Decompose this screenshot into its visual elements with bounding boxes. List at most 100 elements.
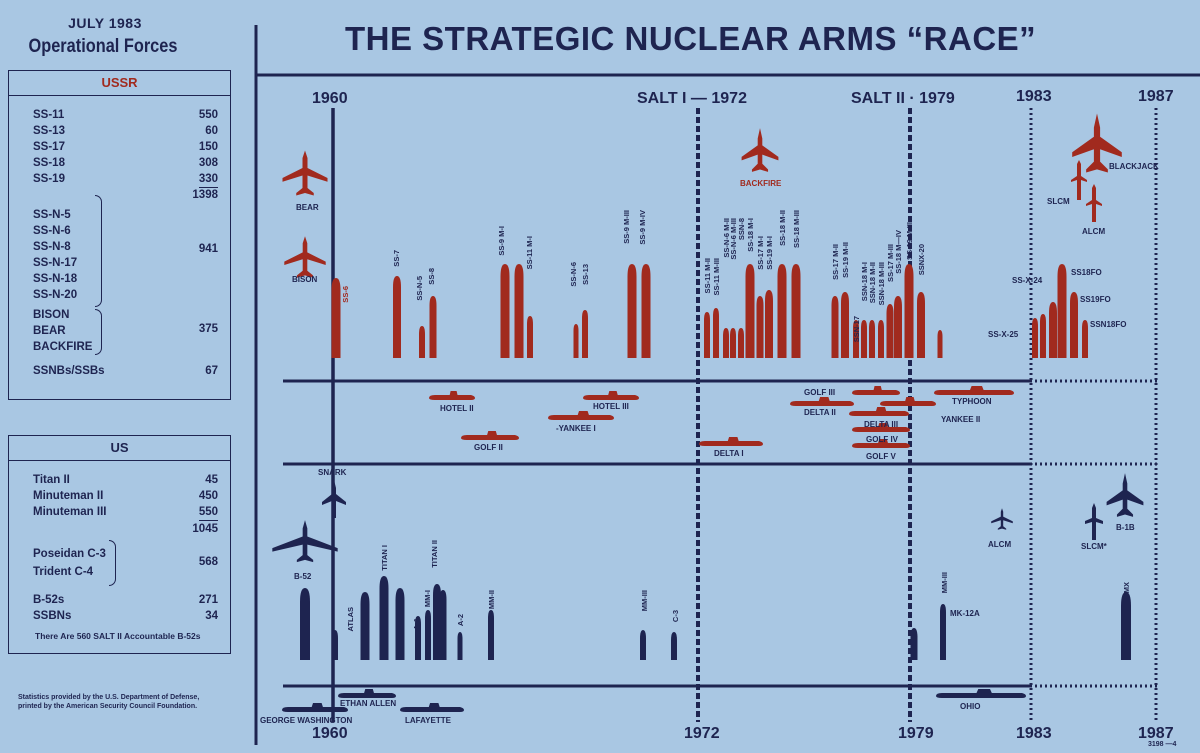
year-1960-bottom: 1960	[312, 725, 348, 742]
ussr-1979-missile	[878, 320, 884, 358]
us-missile-group	[300, 576, 1131, 660]
ussr-forces-box: USSR SS-11 550 SS-13 60 SS-17 150 SS-18 308 …	[8, 70, 231, 400]
ussr-missile-group	[331, 264, 1088, 358]
mk12a-label: MK-12A	[950, 609, 980, 618]
ussr-1972-missile-label: SS-19 M-I	[765, 236, 774, 270]
ussr-future-missile	[1057, 264, 1067, 358]
ussr-future-missile	[1032, 318, 1038, 358]
ss8-missile	[429, 296, 437, 358]
row-label: SS-11	[33, 109, 65, 121]
ussr-slcm-label: SLCM	[1047, 197, 1070, 206]
ssn5-missile	[419, 326, 425, 358]
ussr-1979-missile	[904, 264, 914, 358]
us-icbm-total: 1045	[192, 523, 218, 535]
ussr-1972-missile	[704, 312, 710, 358]
us-missile	[300, 588, 310, 660]
titan1-missile	[379, 576, 389, 660]
ussr-1972-missile-label: SS-11 M-III	[712, 258, 721, 296]
ussr-icbm-total: 1398	[192, 189, 218, 201]
ethan-allen-sub	[338, 689, 396, 698]
ssn5-label: SS-N-5	[415, 276, 424, 301]
b1b-icon	[1106, 473, 1144, 517]
golf5-sub	[852, 439, 910, 448]
ss6-missile	[331, 278, 341, 358]
main-title: THE STRATEGIC NUCLEAR ARMS “RACE”	[345, 20, 1037, 57]
atlas-missile	[360, 592, 370, 660]
us-icbm-row: Titan II 45	[33, 472, 218, 488]
ussr-1972-missile-label: SS-18 M-III	[792, 210, 801, 248]
us-note: There Are 560 SALT II Accountable B-52s	[35, 631, 201, 641]
bear-icon	[282, 150, 328, 196]
ussr-slcm-icon	[1071, 160, 1087, 200]
ussr-1979-missile	[894, 296, 902, 358]
footnote-line: printed by the American Security Council…	[18, 703, 198, 710]
row-value: 308	[198, 157, 218, 169]
footnote: Statistics provided by the U.S. Departme…	[18, 693, 199, 711]
a1-label: A-1	[412, 618, 421, 631]
ussr-slbm-total: 941	[198, 243, 218, 255]
ussr-1972-missile-label: SS-17 M-I	[756, 236, 765, 270]
salt1-label: SALT I — 1972	[637, 90, 747, 107]
slide-code: 3198 —4	[1148, 741, 1177, 748]
bison-label: BISON	[292, 275, 318, 284]
hotel2-sub	[429, 391, 475, 400]
ssx25-label: SS-X-25	[988, 330, 1019, 339]
salt2-label: SALT II · 1979	[851, 90, 955, 107]
golf4-label: GOLF IV	[866, 435, 898, 444]
row-value: 60	[205, 125, 218, 137]
row-label: SSNBs/SSBs	[33, 365, 105, 377]
delta3-label: DELTA III	[864, 420, 899, 429]
us-b52-row: B-52s 271	[33, 592, 218, 608]
row-label: Minuteman II	[33, 490, 104, 502]
ussr-icbm-row: SS-13 60	[33, 123, 218, 139]
ussr-1979-missile	[937, 330, 943, 358]
ussr-1979-missile-label: SS-19 M-II	[841, 242, 850, 278]
ssn6-missile	[573, 324, 579, 358]
us-slbm-row: Trident C-4	[33, 566, 94, 578]
ussr-icbm-row: SS-11 550	[33, 107, 218, 123]
ussr-slbm-row: SS-N-20	[33, 289, 78, 301]
mm1-missile	[425, 610, 431, 660]
row-label: SS-17	[33, 141, 65, 153]
ss13-label: SS-13	[581, 264, 590, 285]
row-label: SS-18	[33, 157, 65, 169]
ss9m3-label: SS-9 M-III	[622, 210, 631, 244]
snark-label: SNARK	[318, 468, 347, 477]
ussr-icbm-row: SS-18 308	[33, 155, 218, 171]
us-icbm-row: Minuteman II 450	[33, 488, 218, 504]
us-submarine-group	[282, 689, 1026, 712]
titan1-label: TITAN I	[380, 545, 389, 571]
ss11m1-missile	[527, 316, 533, 358]
titan2-missile-b	[439, 590, 447, 660]
ussr-1979-missile	[869, 320, 875, 358]
us-1979-missile	[910, 628, 918, 660]
ussr-icbm-row: SS-19 330	[33, 171, 218, 188]
golf3-label: GOLF III	[804, 388, 836, 397]
golf5-label: GOLF V	[866, 452, 896, 461]
ussr-subs-row: SSNBs/SSBs 67	[33, 363, 218, 379]
lafayette-label: LAFAYETTE	[405, 716, 451, 725]
titan2-missile-a	[433, 584, 441, 660]
mm1-label: MM-I	[423, 590, 432, 608]
ussr-1972-missile-label: SS-18 M-II	[778, 210, 787, 246]
ussr-future-missile	[1070, 292, 1078, 358]
atlas-label: ATLAS	[346, 607, 355, 632]
ussr-1979-missile-label: SSNX-20	[917, 244, 926, 276]
ussr-bomber-row: BEAR	[33, 325, 66, 337]
a1-missile	[415, 616, 421, 660]
ussr-future-missile	[1049, 302, 1057, 358]
b1b-label: B-1B	[1116, 523, 1135, 532]
mm3b-missile	[940, 604, 946, 660]
us-missile	[395, 588, 405, 660]
ussr-1972-missile	[791, 264, 801, 358]
slcm-icon	[1085, 503, 1103, 540]
b52-icon	[272, 520, 338, 563]
ussr-alcm-label: ALCM	[1082, 227, 1106, 236]
ussr-bomber-row: BISON	[33, 309, 70, 321]
ussr-bomber-row: BACKFIRE	[33, 341, 93, 353]
blackjack-label: BLACKJACK	[1109, 162, 1159, 171]
ussr-1972-missile	[777, 264, 787, 358]
ussr-1972-missile	[738, 328, 744, 358]
row-label: SS-13	[33, 125, 65, 137]
row-value: 45	[205, 474, 218, 486]
